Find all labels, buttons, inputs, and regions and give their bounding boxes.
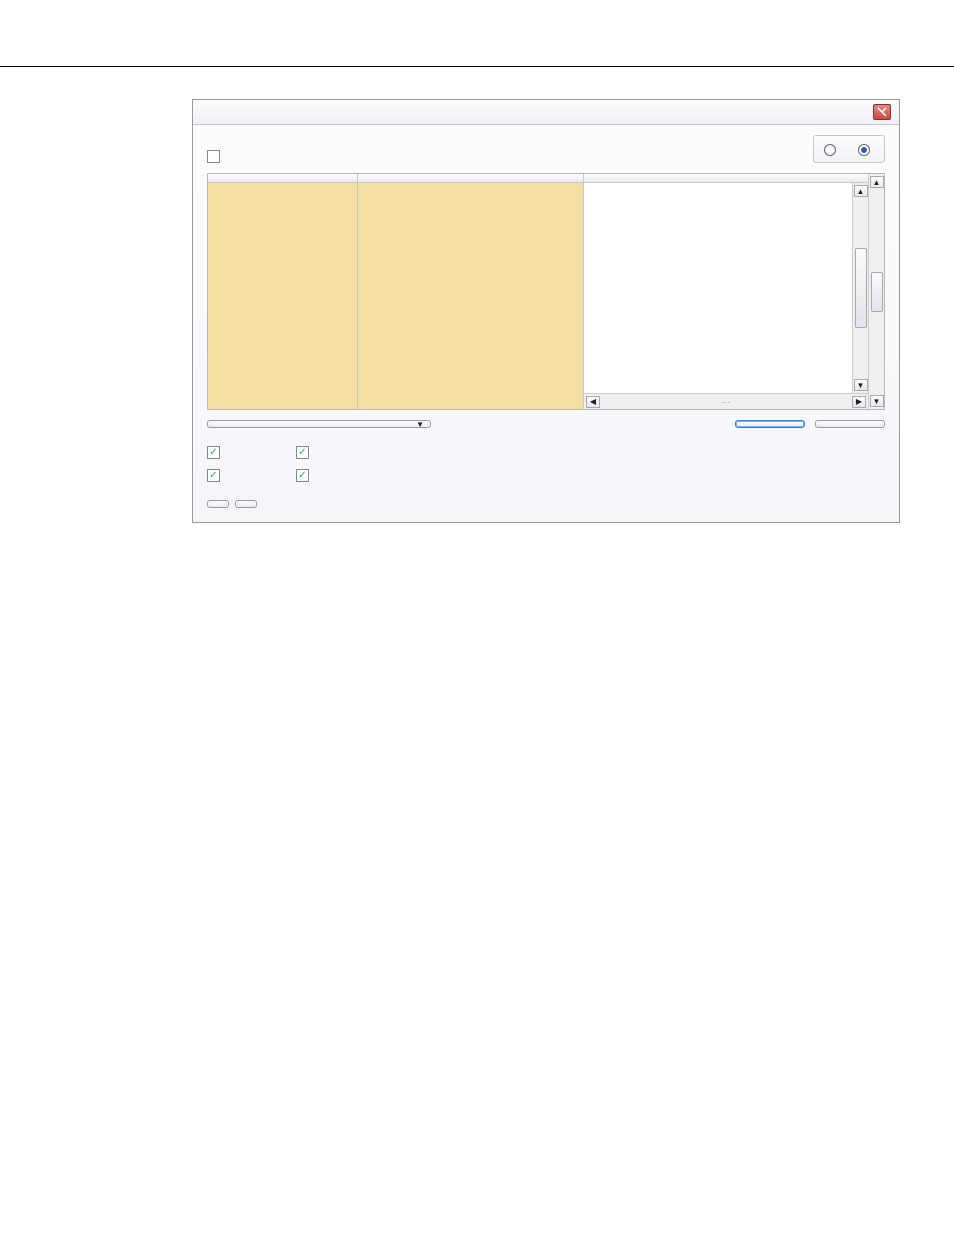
port-p2-checkbox[interactable]	[207, 469, 226, 482]
show-reserved-checkbox[interactable]	[207, 150, 226, 163]
scroll-down-icon[interactable]: ▼	[870, 395, 884, 407]
value-scrollbar-v[interactable]: ▲ ▼	[852, 183, 868, 393]
scroll-up-icon[interactable]: ▲	[870, 176, 884, 188]
format-hex-radio[interactable]	[858, 142, 874, 156]
value-scrollbar-h[interactable]: ◀ ··· ▶	[584, 393, 868, 409]
dialog-titlebar	[193, 100, 899, 125]
header-dropdown[interactable]: ▼	[207, 420, 431, 428]
value-list[interactable]	[584, 183, 852, 393]
format-group	[813, 135, 885, 163]
col-header-value[interactable]	[584, 174, 868, 182]
ok-button[interactable]	[735, 420, 805, 428]
port-p4-checkbox[interactable]	[296, 469, 315, 482]
page-header	[0, 0, 954, 67]
dropdown-icon[interactable]: ▼	[854, 379, 868, 391]
parameter-column	[358, 183, 584, 409]
close-icon[interactable]	[873, 104, 891, 120]
chevron-down-icon: ▼	[416, 420, 424, 429]
header-column	[208, 183, 358, 409]
parameter-grid: ▲ ▼ ◀ ··· ▶ ▲	[207, 173, 885, 410]
port-p3-checkbox[interactable]	[296, 446, 315, 459]
format-binary-radio[interactable]	[824, 142, 840, 156]
uncheck-all-button[interactable]	[235, 500, 257, 508]
check-all-button[interactable]	[207, 500, 229, 508]
scroll-thumb[interactable]	[871, 272, 883, 312]
scroll-right-icon[interactable]: ▶	[852, 396, 866, 408]
port-checks	[207, 446, 885, 482]
value-column: ▲ ▼ ◀ ··· ▶	[584, 183, 868, 409]
advb-dialog: ▲ ▼ ◀ ··· ▶ ▲	[192, 99, 900, 523]
cancel-button[interactable]	[815, 420, 885, 428]
checkbox-icon	[207, 150, 220, 163]
port-p1-checkbox[interactable]	[207, 446, 226, 459]
scroll-thumb[interactable]	[855, 248, 867, 328]
col-header-parameter[interactable]	[358, 174, 584, 182]
scroll-up-icon[interactable]: ▲	[854, 185, 868, 197]
grid-scrollbar-v[interactable]: ▲ ▼	[868, 174, 884, 409]
scroll-left-icon[interactable]: ◀	[586, 396, 600, 408]
col-header-header[interactable]	[208, 174, 358, 182]
